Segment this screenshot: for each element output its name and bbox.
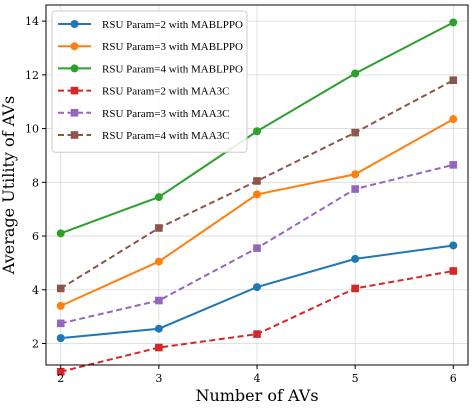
data-point (56, 367, 65, 376)
legend-marker (70, 64, 79, 73)
data-point (155, 343, 163, 352)
data-point (154, 257, 163, 266)
legend: RSU Param=2 with MABLPPO RSU Param=3 with… (51, 10, 248, 153)
axis-ticks: 2 3 4 5 6 2 4 6 8 10 12 14 (25, 15, 457, 385)
data-point (253, 177, 261, 185)
data-point (56, 229, 65, 238)
y-axis-label: Average Utility of AVs (0, 96, 18, 275)
y-tick-label: 12 (25, 69, 39, 82)
series-6 (56, 76, 458, 293)
series-2 (56, 115, 458, 310)
x-tick-label: 4 (254, 372, 261, 385)
data-point (351, 170, 360, 179)
x-tick-label: 5 (352, 372, 359, 385)
data-point (253, 190, 261, 199)
x-tick-label: 6 (450, 372, 457, 385)
x-axis-label: Number of AVs (195, 386, 318, 405)
legend-marker (70, 109, 79, 117)
legend-marker (70, 42, 79, 51)
y-tick-label: 8 (32, 176, 39, 189)
data-point (449, 241, 458, 250)
y-tick-label: 10 (25, 123, 39, 136)
legend-marker (70, 86, 79, 95)
y-tick-label: 14 (25, 15, 39, 28)
data-point (351, 254, 360, 263)
y-tick-label: 6 (32, 230, 39, 243)
series-3 (56, 18, 458, 238)
data-point (155, 296, 163, 305)
legend-label: RSU Param=4 with MABLPPO (102, 63, 243, 75)
series-5 (56, 161, 458, 328)
data-point (449, 161, 458, 169)
series-1 (56, 241, 458, 343)
data-point (351, 128, 359, 137)
data-point (351, 69, 360, 78)
legend-label: RSU Param=3 with MAA3C (102, 108, 230, 120)
series-lines (56, 18, 458, 376)
legend-label: RSU Param=4 with MAA3C (102, 130, 230, 142)
data-point (56, 301, 65, 310)
data-point (449, 115, 458, 124)
legend-marker (70, 20, 79, 28)
x-tick-label: 2 (57, 372, 64, 385)
data-point (351, 185, 359, 193)
data-point (154, 193, 163, 202)
series-4 (56, 267, 458, 376)
x-tick-label: 3 (155, 372, 162, 385)
data-point (56, 319, 65, 328)
data-point (154, 324, 163, 333)
legend-label: RSU Param=2 with MABLPPO (102, 19, 243, 31)
y-tick-label: 2 (32, 338, 39, 351)
data-point (253, 244, 261, 252)
data-point (449, 18, 458, 27)
legend-box (51, 10, 248, 153)
legend-label: RSU Param=2 with MAA3C (102, 86, 230, 98)
data-point (56, 284, 65, 293)
legend-label: RSU Param=3 with MABLPPO (102, 41, 243, 53)
data-point (253, 330, 261, 338)
data-point (155, 224, 163, 232)
data-point (351, 284, 359, 293)
data-point (253, 283, 261, 292)
y-tick-label: 4 (32, 284, 39, 297)
data-point (253, 127, 261, 136)
data-point (449, 76, 458, 85)
legend-marker (70, 131, 79, 139)
data-point (449, 267, 458, 275)
data-point (56, 334, 65, 343)
